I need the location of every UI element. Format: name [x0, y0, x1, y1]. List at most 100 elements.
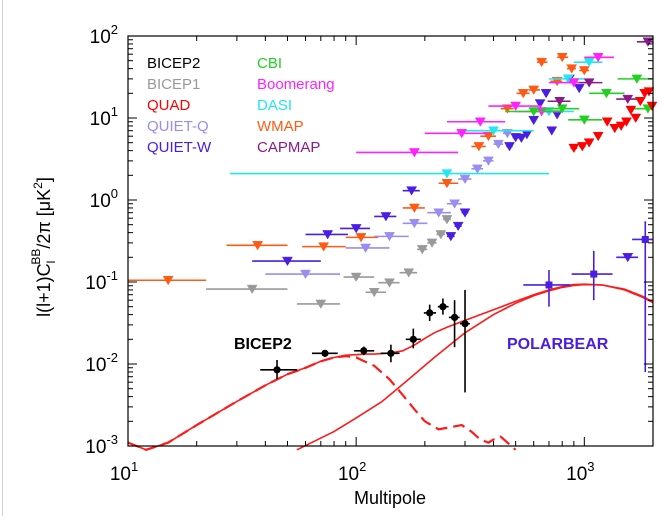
lensing-only-curve [296, 283, 654, 451]
legend-item-bicep1: BICEP1 [147, 76, 200, 93]
quiet-w-limit-10 [515, 133, 527, 144]
dasi-limit-4 [583, 57, 595, 68]
quiet-w-limit-0 [282, 256, 293, 267]
legend-item-capmap: CAPMAP [257, 139, 320, 156]
quiet-q-limit-0 [300, 269, 311, 280]
bicep1-limit-1 [315, 299, 327, 309]
quiet-q-limit-3 [408, 219, 420, 229]
quiet-w-limit-14 [540, 89, 552, 99]
dasi-limit-0 [441, 169, 453, 179]
quiet-q-limit-2 [384, 232, 395, 242]
bicep1-limit-3 [368, 287, 380, 298]
quad-limit-0 [568, 143, 580, 154]
quiet-w-limit-3 [380, 212, 392, 222]
quad-limit-7 [621, 117, 632, 127]
plot-area-frame [127, 35, 654, 447]
boomerang-limit-5 [568, 78, 580, 88]
quad-limit-5 [609, 123, 621, 134]
wmap-limit-10 [528, 85, 540, 95]
quiet-w-limit-5 [445, 232, 457, 242]
legend-item-dasi: DASI [257, 97, 292, 114]
capmap-limit-1 [583, 78, 595, 88]
bicep1-limit-8 [435, 230, 447, 240]
bicep1-limit-2 [350, 272, 362, 283]
boomerang-limit-2 [474, 117, 486, 127]
bicep2-point-8 [461, 320, 469, 328]
tensor-bb-curve [127, 354, 517, 451]
y-axis-label: l(l+1)ClBB/2π [μK2] [29, 177, 58, 317]
annotation-polarbear: POLARBEAR [507, 336, 609, 353]
series-cbi [505, 74, 654, 125]
series-quad [568, 87, 658, 154]
wmap-limit-14 [566, 64, 578, 74]
bicep1-limit-0 [246, 284, 258, 295]
y-tick-label-0: 10-3 [85, 432, 118, 458]
quiet-w-limit-6 [452, 221, 464, 232]
wmap-limit-15 [578, 66, 590, 76]
quiet-q-limit-5 [449, 199, 461, 209]
cbi-limit-0 [528, 107, 540, 117]
quiet-w-limit-7 [459, 208, 471, 218]
y-tick-label-1: 10-2 [85, 350, 118, 376]
chart-marks [127, 37, 658, 451]
wmap-limit-9 [517, 89, 529, 99]
quiet-q-limit-7 [471, 164, 483, 174]
y-tick-label-5: 102 [90, 22, 118, 48]
wmap-limit-4 [408, 203, 420, 213]
bicep2-point-2 [360, 347, 368, 355]
legend-item-cbi: CBI [257, 55, 282, 72]
y-tick-label-2: 10-1 [85, 268, 118, 294]
quiet-w-limit-4 [406, 186, 418, 196]
wmap-limit-11 [536, 57, 548, 68]
bicep2-point-4 [409, 335, 417, 343]
legend-item-boomerang: Boomerang [257, 76, 335, 93]
quiet-w-limit-16 [551, 110, 563, 120]
wmap-limit-3 [355, 233, 367, 243]
total-bb-curve [127, 283, 654, 451]
quiet-q-limit-1 [360, 243, 372, 253]
x-tick-label-2: 103 [566, 459, 594, 485]
annotation-bicep2: BICEP2 [234, 336, 292, 353]
boomerang-limit-3 [510, 101, 522, 112]
y-tick-label-4: 101 [90, 104, 118, 130]
quiet-w-limit-15 [546, 126, 558, 136]
bicep2-point-0 [273, 366, 281, 374]
wmap-limit-7 [483, 131, 494, 142]
capmap-limit-0 [554, 97, 566, 107]
bicep2-point-7 [450, 313, 459, 322]
quad-limit-2 [583, 138, 595, 148]
cbi-limit-1 [556, 104, 568, 114]
x-tick-label-1: 102 [338, 459, 366, 485]
quad-limit-13 [646, 101, 658, 112]
quiet-w-limit-2 [350, 224, 362, 234]
bicep1-limit-9 [441, 215, 453, 225]
series-quiet-q [265, 129, 513, 280]
polarbear-point-1 [590, 270, 598, 278]
bicep2-point-1 [321, 349, 329, 357]
polarbear-point-0 [545, 281, 553, 289]
wmap-limit-5 [441, 179, 453, 189]
quad-limit-3 [592, 131, 604, 142]
quiet-w-limit-18 [573, 84, 585, 94]
quiet-q-limit-6 [459, 174, 471, 185]
y-tick-label-3: 100 [90, 186, 118, 212]
boomerang-limit-1 [456, 129, 468, 139]
bicep1-limit-5 [403, 268, 415, 278]
quiet-q-limit-9 [492, 139, 504, 150]
cbi-limit-4 [631, 74, 643, 84]
axis-ticks: 101 102 103 10-3 10-2 10-1 100 101 102 [85, 22, 654, 485]
boomerang-limit-6 [592, 53, 604, 63]
wmap-limit-1 [252, 241, 264, 251]
bicep1-limit-4 [384, 278, 395, 288]
quad-limit-12 [643, 87, 655, 97]
bicep2-point-6 [439, 303, 447, 311]
quiet-w-limit-1 [322, 230, 334, 240]
series-capmap [547, 37, 654, 107]
series-polarbear [523, 221, 653, 372]
wmap-limit-0 [162, 276, 174, 286]
quad-limit-1 [576, 142, 588, 152]
legend-item-quad: QUAD [147, 97, 191, 114]
quad-limit-8 [625, 105, 637, 116]
cbi-limit-3 [600, 89, 612, 99]
